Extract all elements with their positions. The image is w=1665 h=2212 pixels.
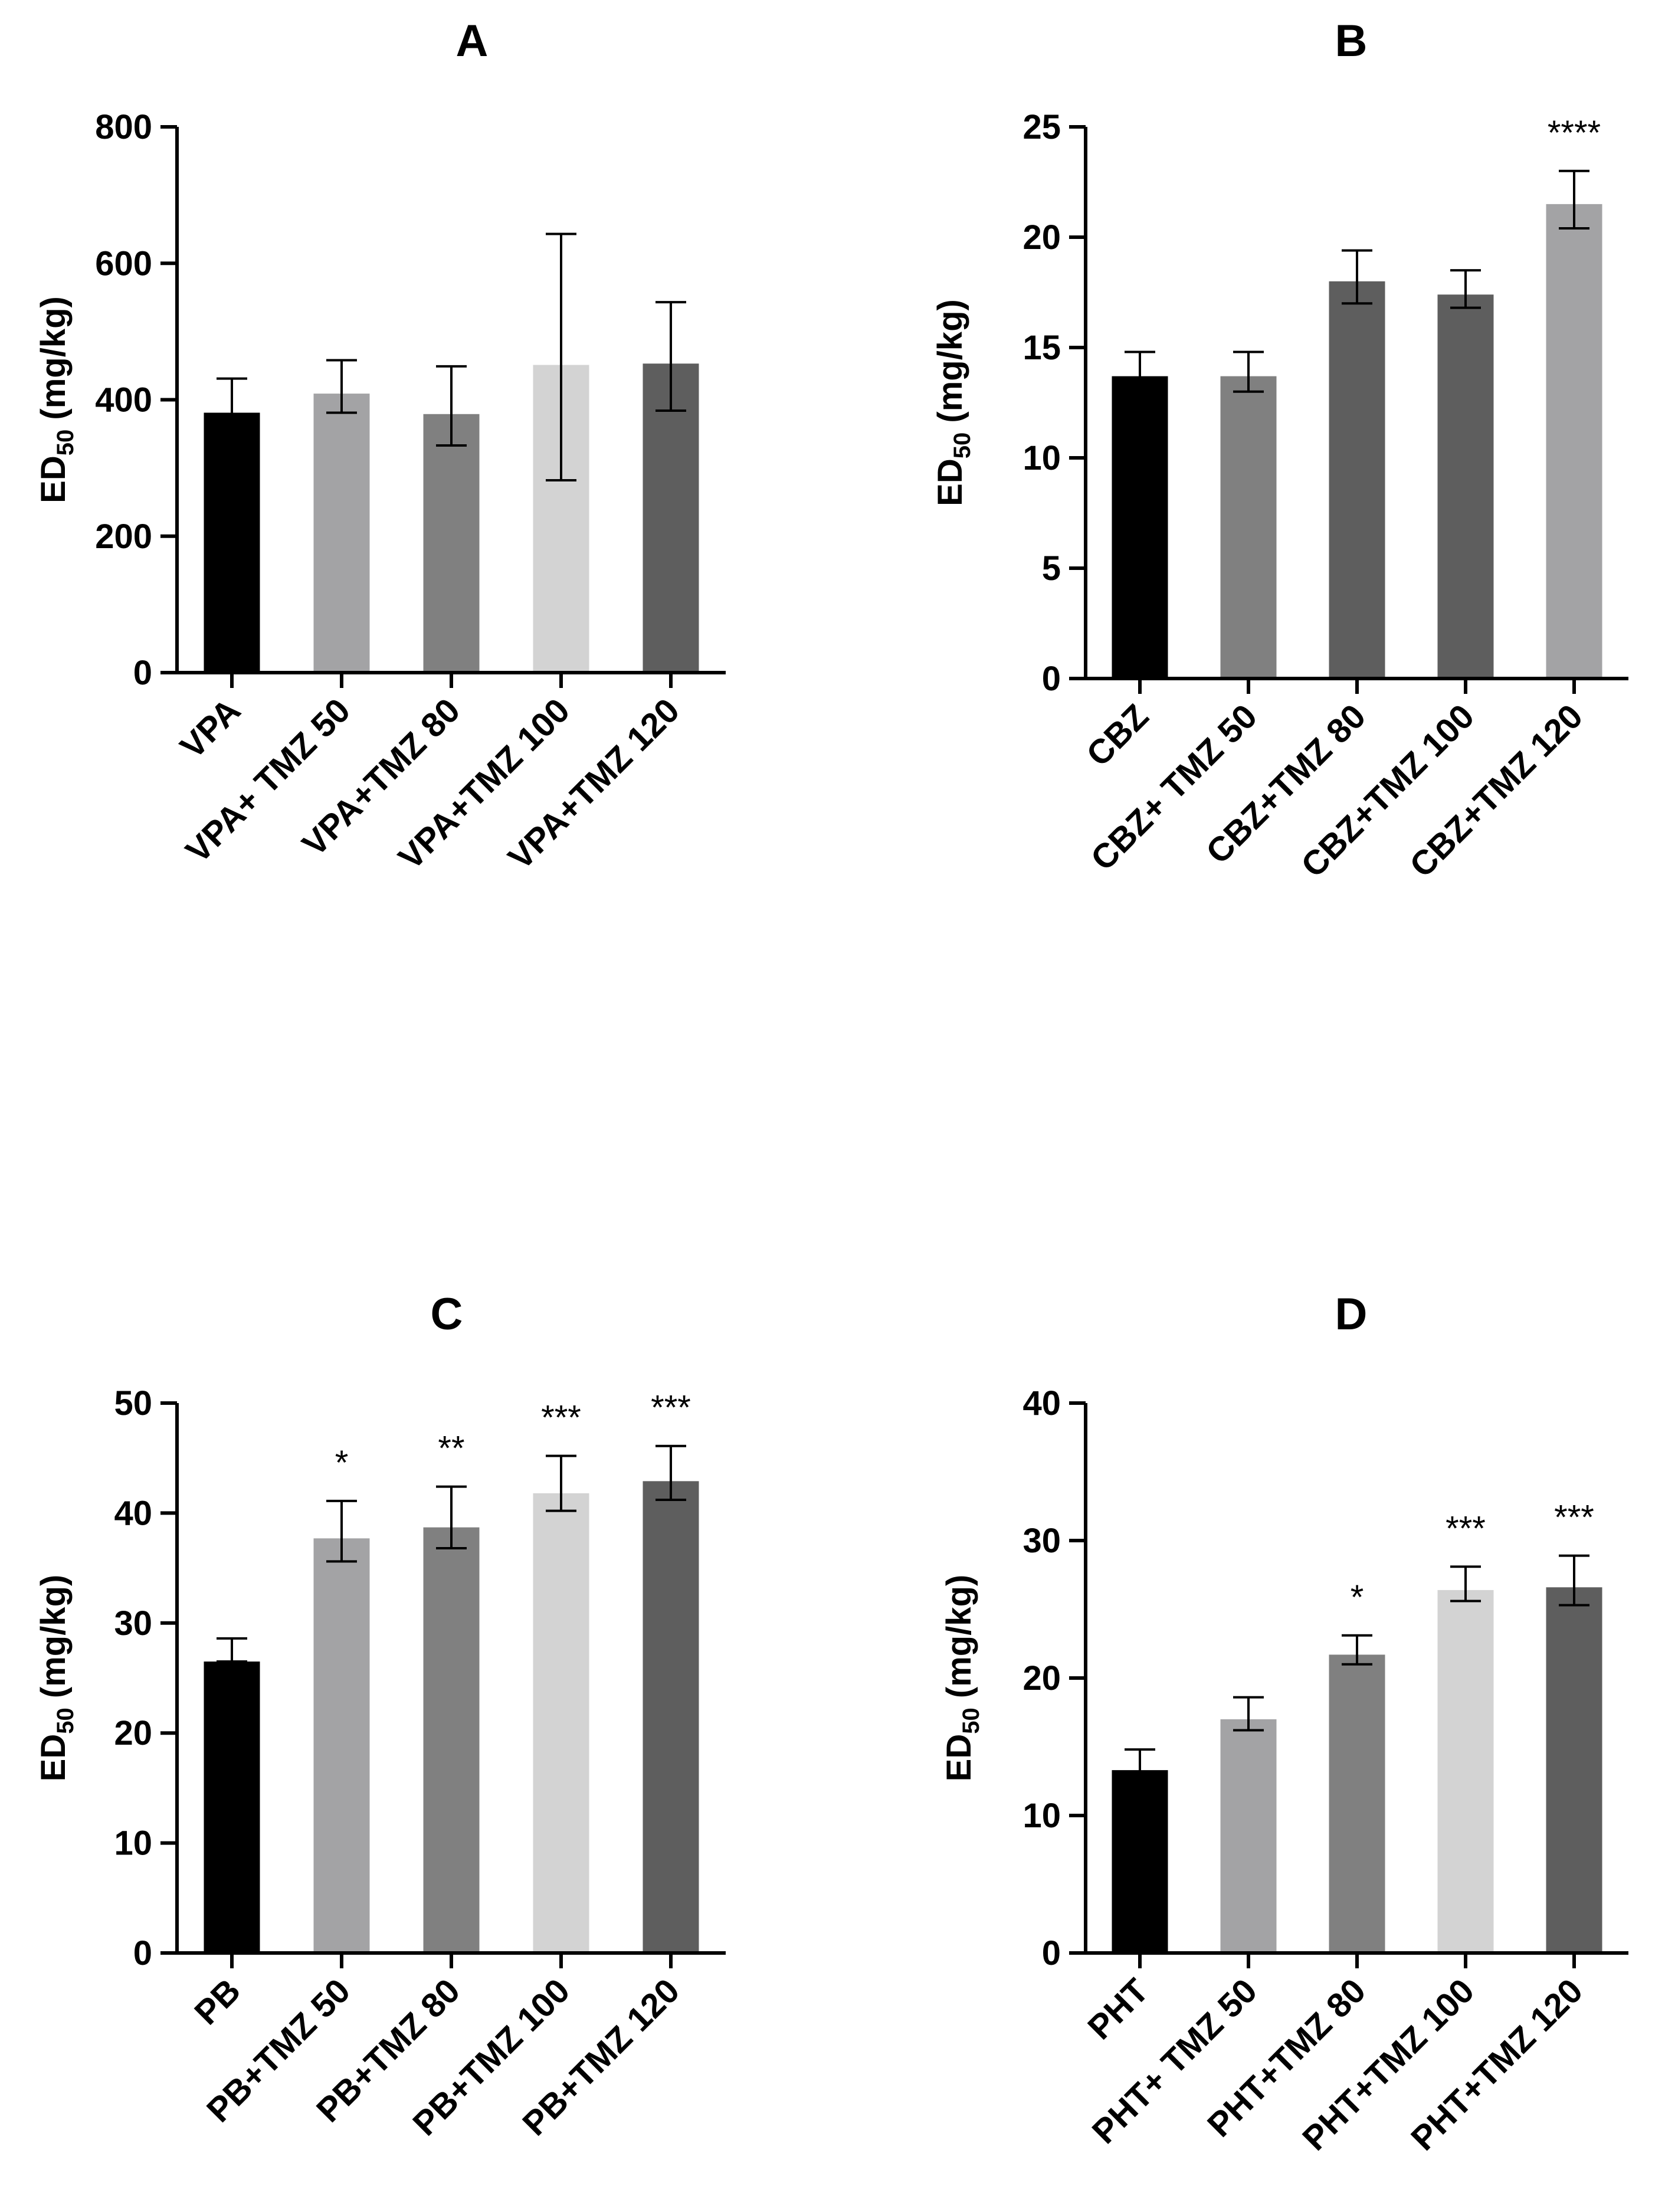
error-bar-3 [1342, 1634, 1372, 1666]
error-bar-3 [436, 365, 467, 447]
error-bar-5 [655, 1444, 686, 1502]
y-tick-label: 40 [1022, 1384, 1061, 1423]
panel-title-d: D [1335, 1289, 1368, 1339]
significance-marker: ** [438, 1430, 464, 1468]
error-bar-1 [217, 1637, 247, 1663]
y-axis-label: ED50 (mg/kg) [34, 296, 78, 503]
y-tick-label: 10 [114, 1824, 152, 1863]
y-tick-label: 200 [95, 517, 152, 556]
bar-1 [1112, 376, 1168, 679]
y-tick-label: 15 [1022, 329, 1061, 367]
y-tick-label: 20 [114, 1714, 152, 1752]
x-tick-label: PB [187, 1971, 248, 2032]
significance-marker: *** [651, 1389, 691, 1427]
bar-1 [1112, 1770, 1168, 1953]
error-bar-5 [1559, 169, 1589, 230]
y-tick-label: 0 [1042, 1934, 1061, 1972]
bar-4 [1437, 294, 1494, 679]
panel-title-c: C [431, 1289, 463, 1339]
y-tick-label: 40 [114, 1494, 152, 1532]
bar-2 [313, 394, 370, 673]
panel-title-b: B [1335, 16, 1368, 66]
error-bar-2 [1233, 1696, 1264, 1732]
bar-5 [1546, 1587, 1602, 1953]
bar-2 [1220, 376, 1277, 679]
bar-2 [1220, 1719, 1277, 1953]
bar-3 [1329, 1654, 1385, 1953]
error-bar-3 [436, 1485, 467, 1550]
y-tick-label: 20 [1022, 218, 1061, 257]
panel-title-a: A [456, 16, 489, 66]
error-bar-2 [326, 1499, 357, 1563]
bar-3 [1329, 281, 1385, 679]
x-tick-label: VPA [173, 691, 248, 766]
significance-marker: * [1351, 1578, 1364, 1617]
significance-marker: *** [1446, 1509, 1486, 1548]
y-tick-label: 10 [1022, 439, 1061, 477]
y-axis-label: ED50 (mg/kg) [34, 1575, 78, 1782]
y-tick-label: 10 [1022, 1797, 1061, 1835]
error-bar-3 [1342, 249, 1372, 305]
y-tick-label: 0 [133, 1934, 152, 1972]
error-bar-2 [1233, 350, 1264, 393]
y-tick-label: 30 [114, 1604, 152, 1643]
y-tick-label: 5 [1042, 549, 1061, 588]
error-bar-1 [217, 377, 247, 448]
error-bar-1 [1125, 350, 1155, 398]
error-bar-4 [1450, 1565, 1481, 1603]
x-tick-label: PHT [1080, 1971, 1156, 2047]
error-bar-5 [1559, 1554, 1589, 1607]
error-bar-5 [655, 301, 686, 412]
bar-4 [1437, 1590, 1494, 1953]
y-axis-label: ED50 (mg/kg) [931, 299, 975, 506]
y-tick-label: 0 [133, 654, 152, 692]
y-tick-label: 800 [95, 108, 152, 146]
bar-5 [643, 363, 699, 673]
bar-5 [1546, 204, 1602, 679]
bar-1 [204, 1662, 260, 1953]
error-bar-1 [1125, 1748, 1155, 1788]
error-bar-2 [326, 359, 357, 414]
bar-4 [533, 1493, 589, 1953]
y-tick-label: 600 [95, 244, 152, 283]
error-bar-4 [1450, 269, 1481, 309]
bar-2 [313, 1538, 370, 1953]
x-tick-label: CBZ [1079, 697, 1156, 774]
bar-3 [423, 414, 480, 673]
y-tick-label: 50 [114, 1384, 152, 1423]
bar-1 [204, 412, 260, 673]
significance-marker: *** [1554, 1499, 1594, 1537]
bar-3 [423, 1527, 480, 1953]
significance-marker: *** [541, 1398, 581, 1437]
significance-marker: **** [1548, 114, 1601, 152]
y-tick-label: 30 [1022, 1522, 1061, 1560]
y-tick-label: 20 [1022, 1659, 1061, 1697]
error-bar-4 [546, 1454, 576, 1512]
y-tick-label: 0 [1042, 660, 1061, 698]
significance-marker: * [335, 1444, 349, 1482]
y-axis-label: ED50 (mg/kg) [940, 1575, 984, 1782]
y-tick-label: 400 [95, 381, 152, 420]
y-tick-label: 25 [1022, 108, 1061, 146]
error-bar-4 [546, 232, 576, 481]
bar-5 [643, 1481, 699, 1953]
